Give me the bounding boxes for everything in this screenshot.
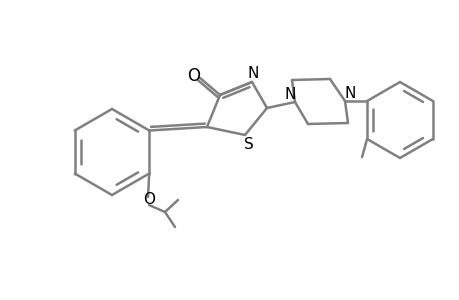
Text: S: S (244, 136, 253, 152)
Text: N: N (344, 85, 355, 100)
Text: O: O (143, 193, 155, 208)
Text: N: N (247, 65, 258, 80)
Text: O: O (187, 67, 200, 85)
Text: N: N (284, 86, 295, 101)
